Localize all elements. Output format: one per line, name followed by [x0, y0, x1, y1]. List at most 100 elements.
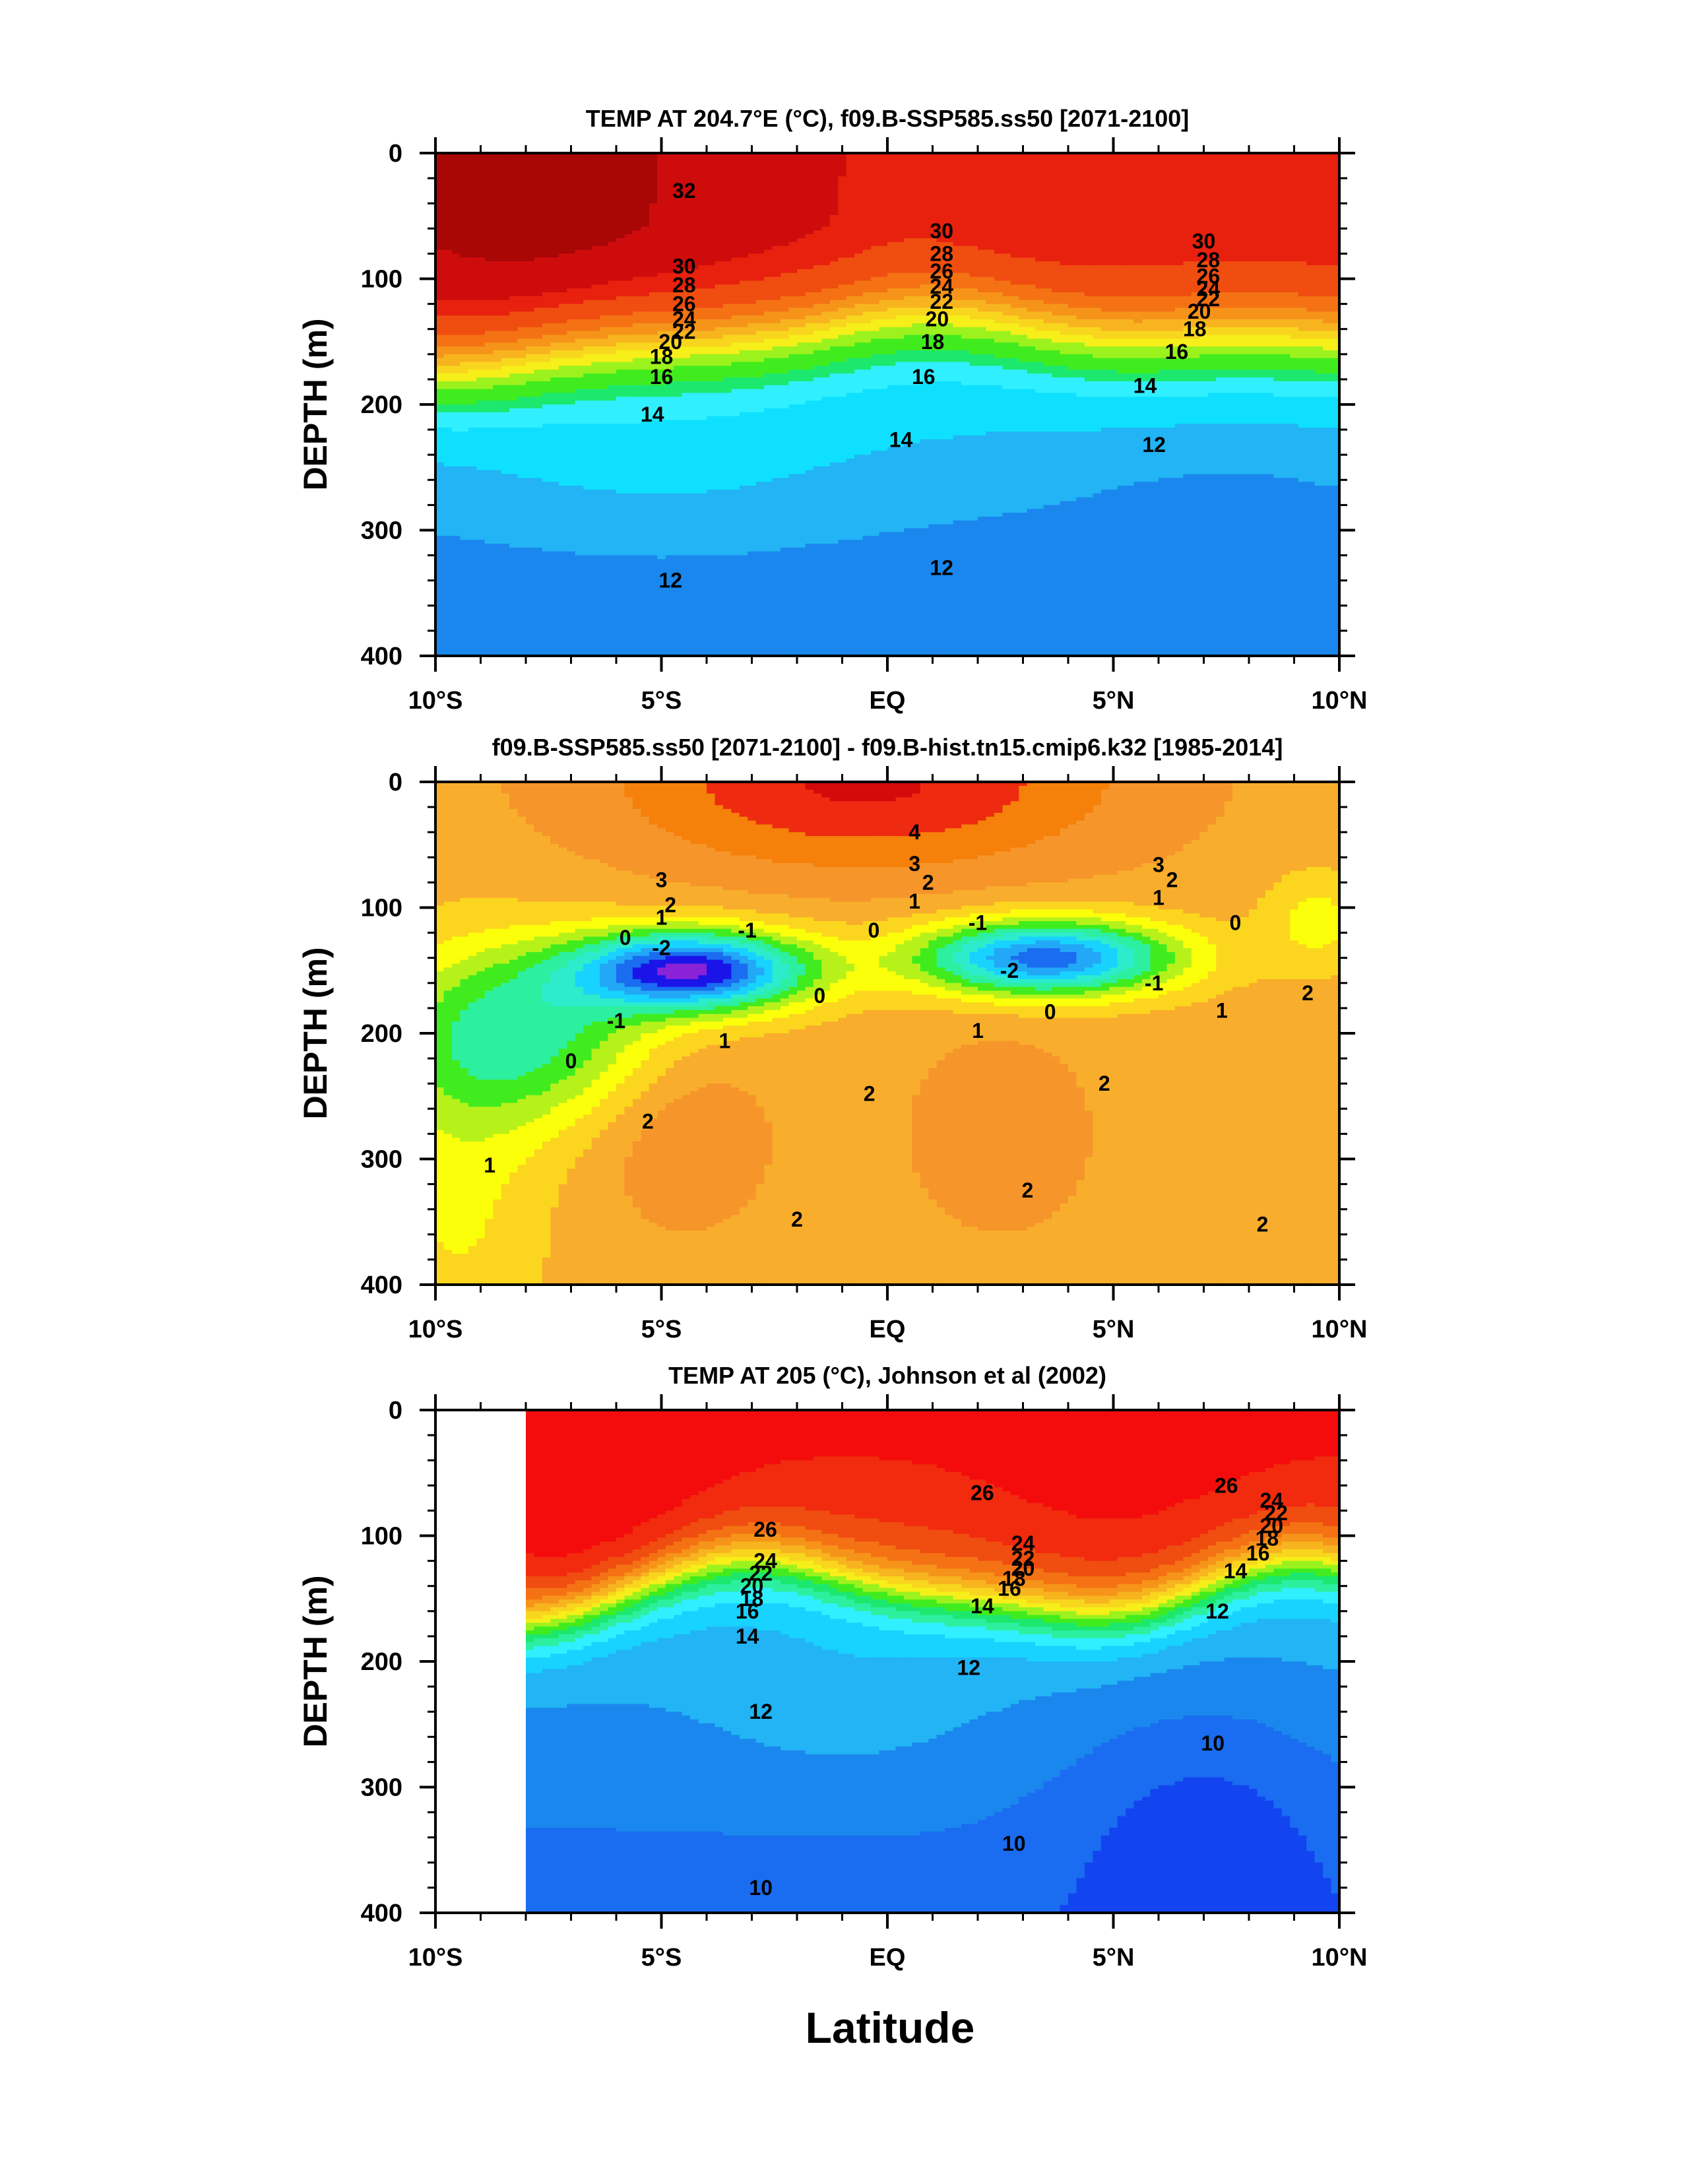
contour-cell	[476, 354, 486, 363]
contour-cell	[1281, 335, 1291, 347]
contour-cell	[1331, 323, 1340, 332]
contour-cell	[797, 342, 806, 355]
contour-cell	[1052, 1630, 1061, 1639]
contour-cell	[460, 362, 469, 374]
contour-cell	[748, 551, 757, 657]
contour-cell	[1019, 1642, 1028, 1658]
contour-cell	[731, 342, 740, 355]
contour-cell	[665, 948, 675, 953]
contour-cell	[1109, 1611, 1118, 1620]
contour-cell	[1150, 346, 1159, 359]
contour-cell	[509, 782, 519, 810]
contour-cell	[1027, 509, 1036, 657]
contour-cell	[558, 292, 568, 305]
contour-cell	[1035, 1696, 1044, 1790]
contour-cell	[1290, 381, 1299, 398]
contour-cell	[1035, 300, 1044, 313]
contour-cell	[707, 917, 716, 926]
contour-cell	[961, 1044, 971, 1227]
contour-cell	[978, 782, 987, 821]
contour-cell	[1043, 1599, 1052, 1604]
contour-cell	[616, 350, 625, 363]
contour-cell	[657, 273, 666, 293]
contour-cell	[1052, 967, 1061, 976]
contour-cell	[854, 1611, 864, 1624]
contour-cell	[509, 358, 519, 367]
contour-cell	[501, 544, 510, 657]
contour-cell	[805, 1595, 814, 1612]
contour-cell	[1331, 428, 1340, 486]
contour-cell	[755, 1549, 765, 1558]
contour-cell	[1150, 153, 1159, 266]
contour-cell	[781, 385, 790, 409]
contour-cell	[468, 369, 478, 382]
contour-cell	[707, 944, 716, 949]
contour-cell	[961, 1002, 971, 1015]
contour-cell	[928, 863, 938, 895]
contour-cell	[1109, 381, 1118, 398]
contour-cell	[739, 335, 749, 344]
contour-cell	[920, 1615, 930, 1624]
contour-cell	[969, 782, 978, 825]
contour-cell	[1232, 393, 1242, 425]
contour-cell	[1314, 979, 1323, 1285]
contour-cell	[616, 782, 625, 872]
contour-cell	[871, 319, 880, 332]
contour-cell	[936, 362, 946, 382]
contour-cell	[887, 782, 897, 802]
contour-cell	[1257, 979, 1266, 1285]
contour-cell	[460, 354, 469, 363]
contour-cell	[1035, 921, 1044, 930]
contour-cell	[1133, 358, 1143, 374]
contour-cell	[994, 517, 1004, 657]
contour-cell	[1068, 998, 1077, 1007]
contour-cell	[755, 342, 765, 351]
contour-cell	[575, 955, 585, 973]
contour-cell	[755, 350, 765, 363]
contour-cell	[674, 1553, 683, 1558]
contour-cell	[1068, 971, 1077, 980]
contour-cell	[1216, 474, 1225, 657]
contour-fill	[435, 153, 1340, 657]
contour-cell	[1027, 1588, 1036, 1597]
contour-cell	[600, 948, 609, 957]
contour-cell	[665, 832, 675, 883]
contour-cell	[978, 921, 987, 930]
contour-cell	[1117, 1619, 1127, 1624]
contour-cell	[781, 1033, 790, 1285]
contour-cell	[1183, 153, 1192, 262]
contour-cell	[846, 307, 856, 317]
contour-cell	[846, 1013, 856, 1285]
contour-cell	[788, 335, 798, 347]
contour-cell	[755, 482, 765, 552]
contour-cell	[805, 1560, 814, 1570]
contour-cell	[978, 1537, 987, 1562]
contour-label: 30	[1192, 229, 1216, 253]
contour-cell	[534, 1646, 543, 1659]
contour-cell	[715, 319, 724, 328]
contour-cell	[1281, 346, 1291, 355]
contour-cell	[838, 940, 847, 957]
contour-cell	[1150, 1622, 1159, 1631]
contour-cell	[690, 1522, 699, 1539]
contour-cell	[468, 897, 478, 934]
contour-cell	[755, 253, 765, 282]
contour-cell	[1035, 839, 1044, 883]
contour-cell	[526, 782, 535, 825]
contour-cell	[854, 369, 864, 394]
contour-cell	[862, 1572, 872, 1577]
contour-cell	[755, 998, 765, 1007]
contour-cell	[936, 524, 946, 657]
contour-cell	[1257, 153, 1266, 262]
contour-cell	[484, 401, 494, 413]
contour-cell	[994, 1584, 1004, 1593]
contour-cell	[583, 300, 592, 320]
contour-cell	[838, 1514, 847, 1539]
contour-cell	[722, 1557, 732, 1566]
contour-cell	[435, 971, 445, 1003]
contour-label: 24	[672, 307, 696, 331]
contour-cell	[969, 354, 978, 367]
contour-cell	[1002, 304, 1011, 317]
contour-cell	[838, 1410, 847, 1458]
contour-cell	[788, 1572, 798, 1577]
